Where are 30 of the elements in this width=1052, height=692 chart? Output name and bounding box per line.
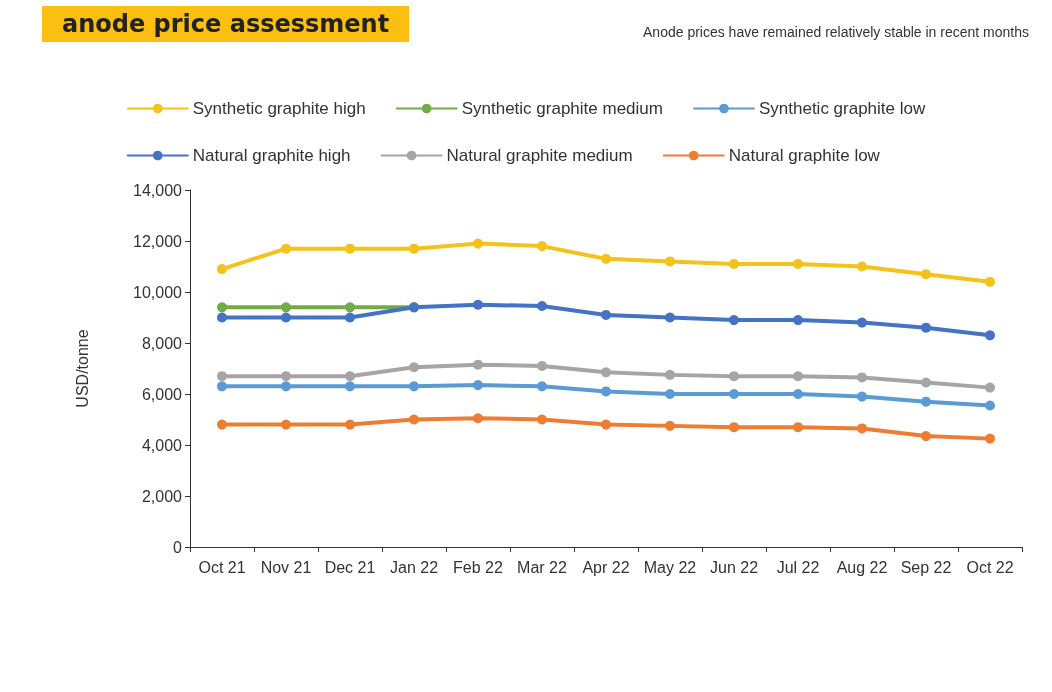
legend-label: Natural graphite medium bbox=[446, 146, 633, 165]
legend-label: Synthetic graphite low bbox=[758, 99, 926, 118]
x-tick-label: Feb 22 bbox=[453, 558, 504, 576]
x-tick-label: Aug 22 bbox=[836, 558, 888, 576]
x-tick-label: Jul 22 bbox=[776, 558, 820, 576]
x-tick-label: Dec 21 bbox=[324, 558, 376, 576]
x-tick-label: Mar 22 bbox=[517, 558, 567, 576]
legend-label: Natural graphite low bbox=[728, 146, 881, 165]
x-tick-label: Oct 21 bbox=[198, 558, 246, 576]
x-tick-label: Jan 22 bbox=[389, 558, 439, 576]
chart-subtitle: Anode prices have remained relatively stable in recent months bbox=[643, 24, 1029, 40]
y-tick-label: 0 bbox=[173, 538, 183, 556]
y-tick-label: 8,000 bbox=[141, 334, 183, 352]
legend-label: Natural graphite high bbox=[192, 146, 351, 165]
y-tick-label: 12,000 bbox=[133, 232, 183, 250]
y-tick-label: 6,000 bbox=[141, 385, 183, 403]
x-tick-label: Sep 22 bbox=[900, 558, 952, 576]
x-tick-label: Oct 22 bbox=[966, 558, 1014, 576]
y-tick-label: 4,000 bbox=[141, 436, 183, 454]
y-tick-label: 2,000 bbox=[141, 487, 183, 505]
x-tick-label: Apr 22 bbox=[582, 558, 630, 576]
legend-label: Synthetic graphite medium bbox=[461, 99, 663, 118]
chart-title: anode price assessment bbox=[62, 10, 390, 38]
y-tick-label: 10,000 bbox=[133, 283, 183, 301]
x-tick-label: Jun 22 bbox=[709, 558, 759, 576]
y-tick-label: 14,000 bbox=[133, 181, 183, 199]
y-axis-title: USD/tonne bbox=[73, 329, 91, 408]
legend-label: Synthetic graphite high bbox=[192, 99, 366, 118]
x-tick-label: Nov 21 bbox=[260, 558, 312, 576]
x-tick-label: May 22 bbox=[643, 558, 697, 576]
